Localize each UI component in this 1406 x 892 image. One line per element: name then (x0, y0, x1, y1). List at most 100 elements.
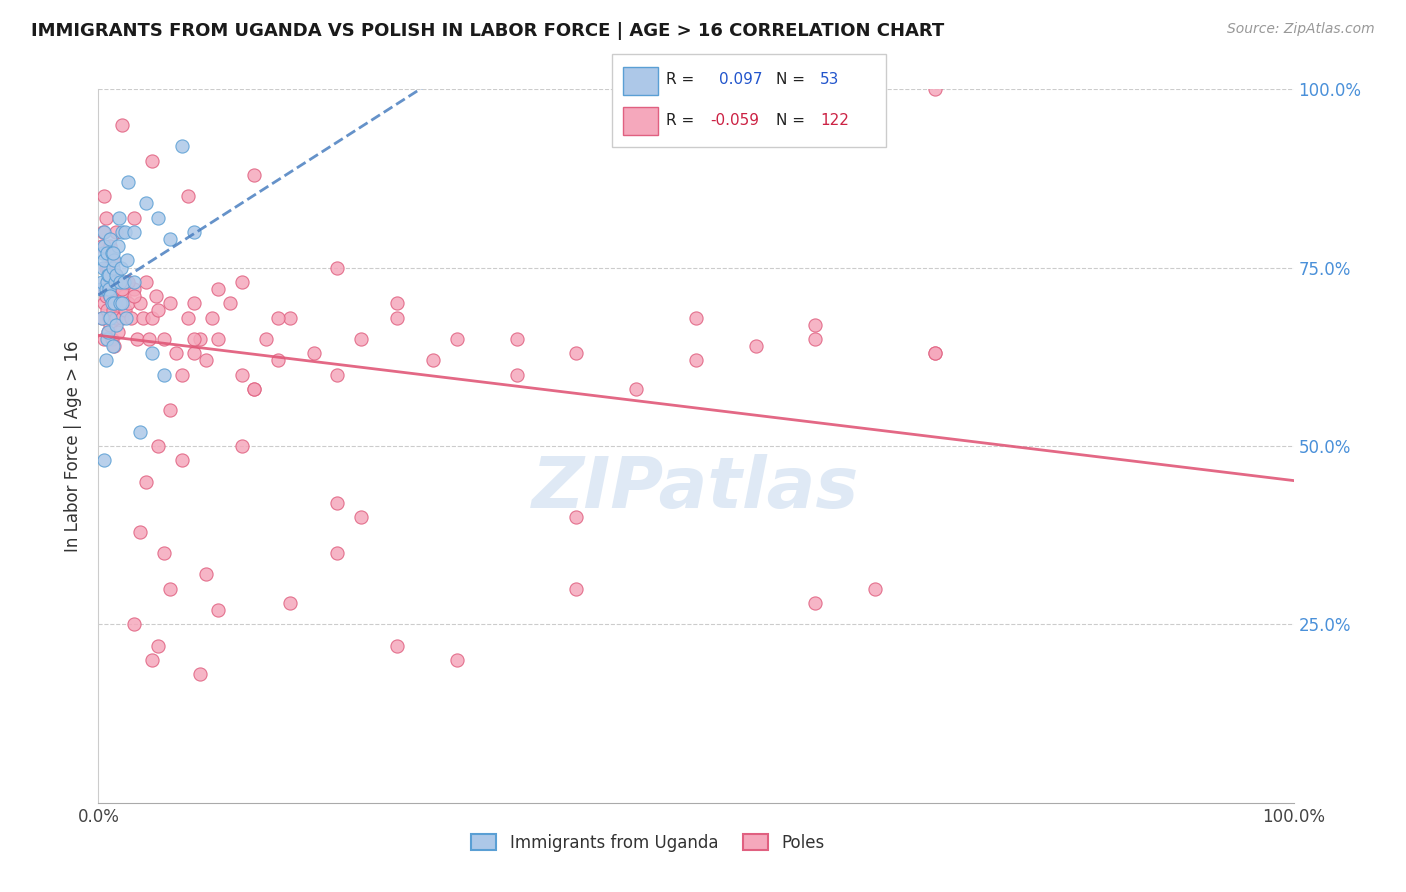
Point (124, 282, 146, 296)
Point (98, 232, 122, 246)
Point (153, 368, 176, 382)
Point (326, 496, 349, 510)
Point (94, 289, 117, 303)
Point (350, 510, 373, 524)
Point (114, 303, 136, 318)
Text: Source: ZipAtlas.com: Source: ZipAtlas.com (1227, 22, 1375, 37)
Point (141, 153, 163, 168)
Text: R =: R = (666, 72, 700, 87)
Point (107, 239, 129, 253)
Point (94, 353, 117, 368)
Point (141, 310, 163, 325)
Y-axis label: In Labor Force | Age > 16: In Labor Force | Age > 16 (65, 340, 83, 552)
Point (565, 510, 588, 524)
Point (188, 332, 211, 346)
Point (565, 582, 588, 596)
Point (107, 282, 129, 296)
Point (105, 310, 128, 325)
Point (93, 332, 115, 346)
Point (385, 296, 409, 310)
Text: ZIPatlas: ZIPatlas (533, 454, 859, 524)
Point (924, 346, 946, 360)
Point (91, 310, 114, 325)
Point (385, 639, 409, 653)
Point (153, 546, 176, 560)
Text: R =: R = (666, 113, 700, 128)
Point (188, 667, 211, 681)
Point (565, 346, 588, 360)
Point (91, 282, 114, 296)
Point (422, 353, 444, 368)
Text: IMMIGRANTS FROM UGANDA VS POLISH IN LABOR FORCE | AGE > 16 CORRELATION CHART: IMMIGRANTS FROM UGANDA VS POLISH IN LABO… (31, 22, 945, 40)
Point (125, 332, 148, 346)
Point (183, 225, 205, 239)
Point (685, 310, 707, 325)
Text: N =: N = (776, 113, 810, 128)
Point (90, 282, 112, 296)
Point (195, 353, 218, 368)
Point (165, 346, 187, 360)
Point (93, 239, 115, 253)
Point (172, 368, 194, 382)
FancyBboxPatch shape (612, 54, 886, 147)
Point (302, 346, 325, 360)
Point (98, 318, 122, 332)
Point (804, 318, 827, 332)
Point (98, 282, 121, 296)
Point (105, 318, 128, 332)
Point (103, 282, 125, 296)
Point (103, 253, 125, 268)
Point (231, 275, 253, 289)
Point (103, 339, 125, 353)
Point (107, 211, 129, 225)
Point (110, 260, 132, 275)
Point (385, 310, 409, 325)
Point (97, 282, 120, 296)
Text: N =: N = (776, 72, 810, 87)
Point (100, 296, 122, 310)
Point (105, 225, 128, 239)
Text: -0.059: -0.059 (710, 113, 759, 128)
Point (207, 603, 229, 617)
Point (924, 346, 946, 360)
Point (243, 168, 266, 182)
Point (114, 225, 136, 239)
Point (243, 382, 266, 396)
Point (124, 617, 146, 632)
Point (124, 289, 146, 303)
Point (111, 225, 134, 239)
Point (267, 310, 290, 325)
Point (326, 546, 349, 560)
Point (201, 310, 224, 325)
Point (93, 189, 115, 203)
Point (97, 260, 120, 275)
Point (685, 353, 707, 368)
Point (148, 211, 170, 225)
Point (124, 275, 146, 289)
Point (626, 382, 648, 396)
Point (117, 175, 139, 189)
Point (91, 260, 114, 275)
Point (100, 332, 122, 346)
Point (108, 296, 131, 310)
Point (177, 189, 200, 203)
Point (91, 225, 114, 239)
Point (101, 339, 124, 353)
Point (96, 303, 118, 318)
Point (108, 296, 131, 310)
Point (100, 275, 122, 289)
Point (112, 275, 135, 289)
Point (254, 332, 277, 346)
Point (103, 296, 125, 310)
Point (115, 253, 138, 268)
Point (231, 368, 253, 382)
Point (183, 296, 205, 310)
Point (96, 332, 118, 346)
Point (278, 596, 301, 610)
Point (111, 296, 134, 310)
Point (101, 253, 124, 268)
Point (145, 289, 167, 303)
Point (117, 275, 139, 289)
Point (135, 275, 157, 289)
Point (124, 225, 146, 239)
